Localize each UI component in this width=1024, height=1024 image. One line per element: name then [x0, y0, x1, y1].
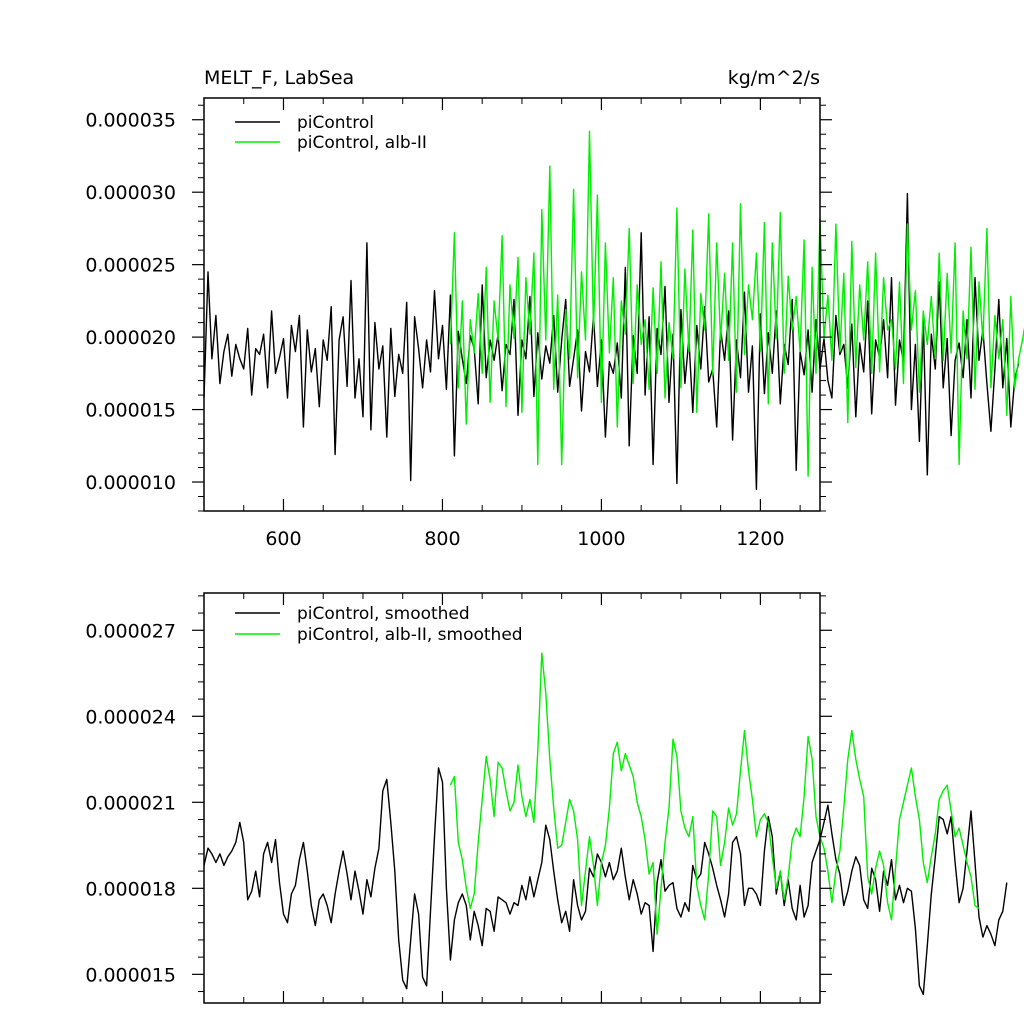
top-panel-axes: 600 800 1000 1200 0.000010 0.000015 0.000020 0.…	[85, 98, 832, 550]
series-line-picontrol-alb-ii	[449, 130, 1024, 477]
top-panel-series	[203, 130, 1024, 490]
y-tick-label: 0.000015	[85, 400, 176, 422]
y-tick-label: 0.000027	[85, 620, 176, 642]
legend-label-picontrol-smoothed: piControl, smoothed	[297, 604, 470, 624]
bottom-panel-series	[203, 652, 1008, 996]
top-panel-legend: piControl piControl, alb-II	[235, 113, 427, 153]
y-tick-label: 0.000020	[85, 327, 176, 349]
y-tick-label: 0.000018	[85, 878, 176, 900]
y-tick-label: 0.000021	[85, 792, 176, 814]
y-tick-label: 0.000024	[85, 706, 176, 728]
y-tick-label: 0.000015	[85, 964, 176, 986]
series-line-picontrol-smoothed	[203, 767, 1008, 996]
y-tick-label: 0.000010	[85, 472, 176, 494]
top-panel-title: MELT_F, LabSea	[204, 67, 354, 89]
top-panel-frame	[203, 97, 821, 512]
y-tick-label: 0.000035	[85, 110, 176, 132]
series-line-picontrol-alb-ii-smoothed	[449, 652, 980, 935]
top-panel: MELT_F, LabSea kg/m^2/s 600 800 1000 1200 0.…	[85, 67, 1024, 550]
bottom-panel-legend: piControl, smoothed piControl, alb-II, s…	[235, 604, 523, 645]
x-tick-label: 800	[424, 528, 460, 550]
x-tick-label: 1000	[577, 528, 625, 550]
bottom-panel-frame	[203, 592, 821, 1004]
x-tick-label: 1200	[736, 528, 784, 550]
bottom-panel-axes: 0.000015 0.000018 0.000021 0.000024 0.000027	[85, 593, 832, 1003]
y-tick-label: 0.000025	[85, 255, 176, 277]
series-line-picontrol	[203, 192, 1020, 490]
legend-label-picontrol-alb-ii-smoothed: piControl, alb-II, smoothed	[297, 625, 523, 645]
y-tick-label: 0.000030	[85, 182, 176, 204]
bottom-panel: 0.000015 0.000018 0.000021 0.000024 0.000027…	[85, 592, 1008, 1004]
top-panel-units: kg/m^2/s	[728, 67, 820, 89]
legend-label-picontrol: piControl	[297, 113, 374, 133]
x-tick-label: 600	[265, 528, 301, 550]
legend-label-picontrol-alb-ii: piControl, alb-II	[297, 133, 427, 153]
